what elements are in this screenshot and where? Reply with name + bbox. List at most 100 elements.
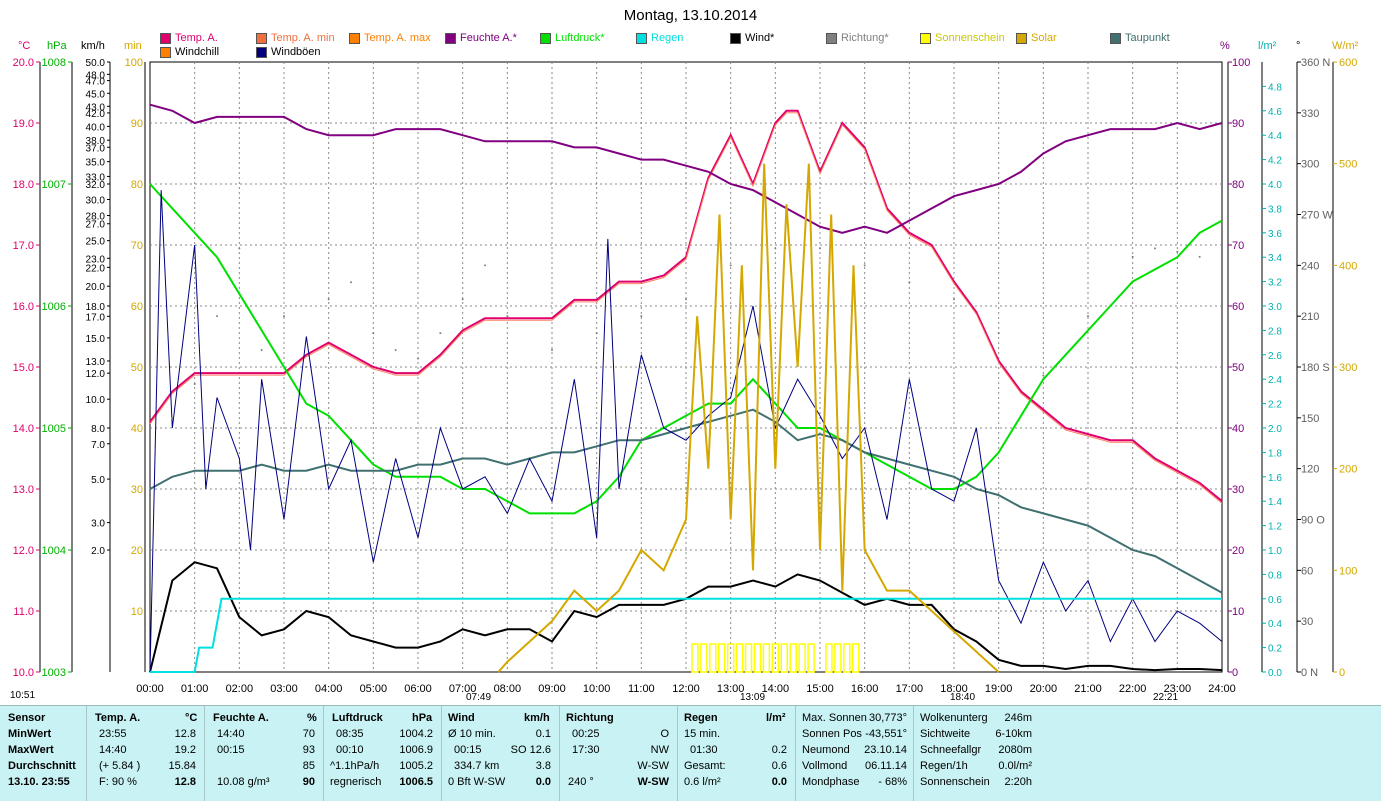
y-tick-label-wind: 32.0: [86, 180, 106, 191]
stats-row-label: Durchschnitt: [8, 760, 76, 772]
stats-feuchte-value: 85: [302, 760, 315, 772]
y-tick-label-temp: 16.0: [13, 301, 34, 313]
legend-item: Taupunkt: [1110, 32, 1170, 44]
series-sonnenschein-bar: [780, 643, 789, 673]
legend-label: Windböen: [271, 46, 321, 58]
y-tick-label-min: 80: [131, 179, 143, 191]
stats-druck-value: 1005.2: [399, 760, 433, 772]
y-tick-label-min: 100: [125, 57, 143, 69]
x-tick-label: 14:00: [762, 683, 790, 695]
series-sonnenschein-bar: [789, 643, 797, 673]
y-tick-label-solar: 0: [1339, 667, 1345, 679]
stats-extra-value: 0.0l/m²: [998, 760, 1032, 772]
series-sonnenschein-bar: [691, 643, 699, 673]
y-tick-label-wind: 45.0: [86, 89, 106, 100]
legend-label: Windchill: [175, 46, 220, 58]
y-tick-label-wind: 10.0: [86, 395, 106, 406]
stats-astro-label: Vollmond: [802, 760, 848, 772]
series-richtung-point: [305, 366, 308, 368]
stats-panel: Sensor MinWert MaxWert Durchschnitt 13.1…: [0, 705, 1381, 801]
legend-item: Solar: [1016, 32, 1057, 44]
x-tick-label: 16:00: [851, 683, 879, 695]
stats-col-extra: Wolkenunterg 246m Sichtweite 6-10km Schn…: [914, 706, 1038, 801]
stats-temp-time: 14:40: [99, 744, 127, 756]
legend-item: Temp. A. min: [256, 32, 335, 44]
y-tick-label-rain: 4.0: [1268, 180, 1282, 191]
y-tick-label-wind: 3.0: [91, 519, 105, 530]
series-sonnenschein-bar: [834, 643, 842, 673]
stats-extra-label: Wolkenunterg: [920, 712, 988, 724]
series-richtung-point: [417, 357, 419, 360]
stats-temp-value: 12.8: [174, 728, 196, 740]
x-tick-label: 18:00: [940, 683, 968, 695]
stats-sensor-header: Sensor: [8, 712, 46, 724]
x-tick-label: 20:00: [1030, 683, 1058, 695]
y-tick-label-humidity: 50: [1232, 362, 1244, 374]
y-tick-label-humidity: 40: [1232, 423, 1244, 435]
legend-label: Temp. A.: [175, 32, 218, 44]
y-tick-label-min: 40: [131, 423, 143, 435]
legend-label: Richtung*: [841, 32, 889, 44]
y-tick-label-wind: 17.0: [86, 312, 106, 323]
y-tick-label-rain: 4.2: [1268, 156, 1282, 167]
y-tick-label-direction: 60: [1301, 565, 1313, 577]
series-richtung-point: [1042, 374, 1045, 377]
y-tick-label-rain: 1.8: [1268, 448, 1282, 459]
y-tick-label-rain: 0.8: [1268, 570, 1282, 581]
y-tick-label-wind: 35.0: [86, 158, 106, 169]
x-tick-label: 08:00: [494, 683, 522, 695]
x-tick-label: 09:00: [538, 683, 566, 695]
stats-feuchte-value: 70: [302, 728, 315, 740]
series-richtung-point: [193, 382, 196, 385]
unit-min: min: [124, 40, 142, 52]
stats-richtung-value: NW: [650, 744, 669, 756]
legend-label: Feuchte A.*: [460, 32, 517, 44]
y-tick-label-wind: 18.0: [86, 302, 106, 313]
y-tick-label-wind: 23.0: [86, 254, 106, 265]
series-sonnenschein-bar: [726, 643, 735, 673]
stats-wind-time: 00:15: [454, 744, 482, 756]
legend-item: Wind*: [730, 32, 774, 44]
y-tick-label-wind: 8.0: [91, 424, 105, 435]
stats-extra-value: 2:20h: [1004, 776, 1032, 788]
stats-col-richtung: Richtung 00:25 O 17:30 NW W-SW 240 ° W-S…: [560, 706, 678, 801]
stats-druck-current: 1006.5: [399, 776, 433, 788]
series-richtung-point: [327, 298, 330, 301]
y-tick-label-rain: 2.6: [1268, 351, 1282, 362]
series-richtung-point: [439, 332, 442, 335]
y-tick-label-pressure: 1004: [42, 545, 66, 557]
unit-lm2: l/m²: [1258, 40, 1277, 52]
x-tick-label: 23:00: [1164, 683, 1192, 695]
stats-regen-unit: l/m²: [766, 712, 786, 724]
y-tick-label-rain: 3.0: [1268, 302, 1282, 313]
y-tick-label-wind: 33.0: [86, 172, 106, 183]
stats-druck-unit: hPa: [412, 712, 433, 724]
stats-temp-time: 23:55: [99, 728, 127, 740]
series-richtung-point: [484, 264, 486, 267]
stats-regen-label: Gesamt:: [684, 760, 726, 772]
y-tick-label-direction: 300: [1301, 159, 1319, 171]
y-tick-label-direction: 120: [1301, 464, 1319, 476]
series-richtung-point: [997, 332, 1000, 335]
stats-astro-label: Mondphase: [802, 776, 860, 788]
series-regen-line: [150, 597, 1222, 673]
series-richtung-point: [372, 332, 375, 335]
y-tick-label-rain: 4.4: [1268, 131, 1282, 142]
stats-extra-label: Sonnenschein: [920, 776, 990, 788]
y-tick-label-wind: 28.0: [86, 212, 106, 223]
y-tick-label-temp: 20.0: [13, 57, 34, 69]
y-tick-label-rain: 2.0: [1268, 424, 1282, 435]
y-tick-label-direction: 0 N: [1301, 667, 1318, 679]
stats-regen-label: 15 min.: [684, 728, 721, 740]
stats-wind-unit: km/h: [524, 712, 550, 724]
y-tick-label-rain: 0.2: [1268, 644, 1282, 655]
series-richtung-point: [394, 349, 397, 352]
unit-wm2: W/m²: [1332, 40, 1359, 52]
stats-wind-value: SO 12.6: [510, 744, 551, 756]
y-tick-label-temp: 10.0: [13, 667, 34, 679]
y-tick-label-wind: 50.0: [86, 58, 106, 69]
y-tick-label-rain: 4.8: [1268, 82, 1282, 93]
y-tick-label-wind: 7.0: [91, 440, 105, 451]
y-tick-label-min: 20: [131, 545, 143, 557]
x-tick-label: 17:00: [896, 683, 924, 695]
